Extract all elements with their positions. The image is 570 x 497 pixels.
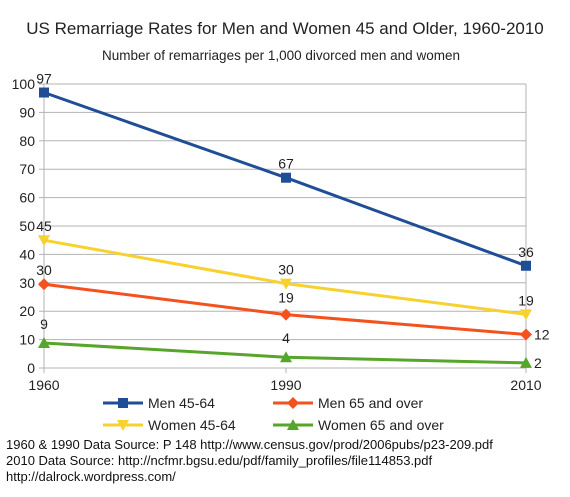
data-label: 12 <box>534 326 550 342</box>
legend-label: Women 45-64 <box>148 417 236 433</box>
y-tick-label: 20 <box>19 303 35 319</box>
chart-subtitle: Number of remarriages per 1,000 divorced… <box>102 48 460 63</box>
chart-title: US Remarriage Rates for Men and Women 45… <box>26 19 544 38</box>
source-line-1990: 1960 & 1990 Data Source: P 148 http://ww… <box>6 437 493 452</box>
series-group <box>38 87 532 368</box>
legend-marker <box>118 398 128 408</box>
data-labels: 97 67 36 30 19 12 45 30 19 9 4 2 <box>36 71 550 371</box>
data-sources: 1960 & 1990 Data Source: P 148 http://ww… <box>6 437 493 485</box>
data-label: 97 <box>36 71 52 87</box>
data-point <box>520 356 532 368</box>
legend-label: Men 45-64 <box>148 395 215 411</box>
data-point <box>38 235 50 247</box>
y-tick-label: 80 <box>19 133 35 149</box>
gridlines <box>44 83 526 369</box>
legend-label: Women 65 and over <box>318 417 444 433</box>
data-point <box>521 260 531 271</box>
legend-label: Men 65 and over <box>318 395 423 411</box>
legend-marker <box>287 397 299 409</box>
data-label: 30 <box>36 262 52 278</box>
data-point <box>281 172 291 183</box>
y-tick-label: 90 <box>19 104 35 120</box>
y-tick-label: 100 <box>12 76 36 92</box>
data-point <box>280 278 292 290</box>
data-label: 19 <box>518 292 534 308</box>
data-label: 2 <box>534 355 542 371</box>
y-tick-label: 70 <box>19 161 35 177</box>
y-tick-label: 0 <box>27 360 35 376</box>
data-label: 19 <box>278 290 294 306</box>
data-label: 67 <box>278 156 294 172</box>
data-label: 45 <box>36 218 52 234</box>
y-tick-label: 10 <box>19 332 35 348</box>
legend: Men 45-64 Men 65 and over Women 45-64 Women… <box>103 395 444 433</box>
y-tick-label: 60 <box>19 190 35 206</box>
source-line-blog: http://dalrock.wordpress.com/ <box>6 469 176 484</box>
legend-marker <box>287 419 299 430</box>
legend-marker <box>117 420 129 431</box>
x-tick-label: 1990 <box>270 377 301 393</box>
data-point <box>520 328 532 341</box>
y-tick-label: 50 <box>19 218 35 234</box>
x-tick-label: 1960 <box>28 377 59 393</box>
data-label: 9 <box>40 316 48 332</box>
y-tick-label: 40 <box>19 246 35 262</box>
data-label: 30 <box>278 262 294 278</box>
data-point <box>38 278 50 291</box>
x-axis: 1960 1990 2010 <box>28 368 542 393</box>
data-point <box>39 87 49 98</box>
source-line-2010: 2010 Data Source: http://ncfmr.bgsu.edu/… <box>6 453 433 468</box>
y-tick-label: 30 <box>19 275 35 291</box>
data-label: 4 <box>282 330 290 346</box>
data-point <box>38 337 50 349</box>
data-point <box>520 309 532 321</box>
data-point <box>280 308 292 321</box>
data-point <box>280 351 292 363</box>
data-label: 36 <box>518 244 534 260</box>
x-tick-label: 2010 <box>510 377 541 393</box>
